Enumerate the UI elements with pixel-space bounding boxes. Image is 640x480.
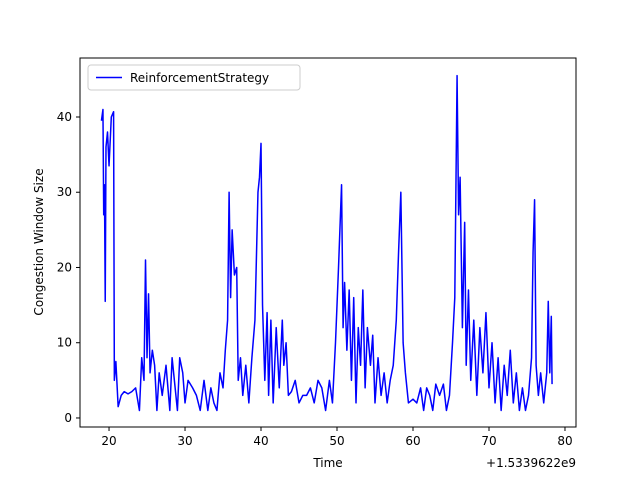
x-tick-label: 80 [557,434,572,448]
plot-frame [79,57,577,428]
x-tick-label: 60 [405,434,420,448]
x-tick-label: 40 [253,434,268,448]
x-tick-label: 70 [481,434,496,448]
x-offset-label: +1.5339622e9 [486,456,576,470]
y-tick-label: 40 [57,110,72,124]
x-axis-label: Time [312,456,342,470]
x-tick-label: 50 [329,434,344,448]
y-tick-label: 0 [64,411,72,425]
x-tick-label: 30 [177,434,192,448]
legend-box [87,64,301,91]
data-line [100,74,553,412]
y-tick-label: 20 [57,260,72,274]
x-tick-label: 20 [101,434,116,448]
y-tick-label: 10 [57,336,72,350]
y-tick-label: 30 [57,185,72,199]
y-axis-label: Congestion Window Size [32,168,46,315]
legend-label: ReinforcementStrategy [130,71,269,85]
